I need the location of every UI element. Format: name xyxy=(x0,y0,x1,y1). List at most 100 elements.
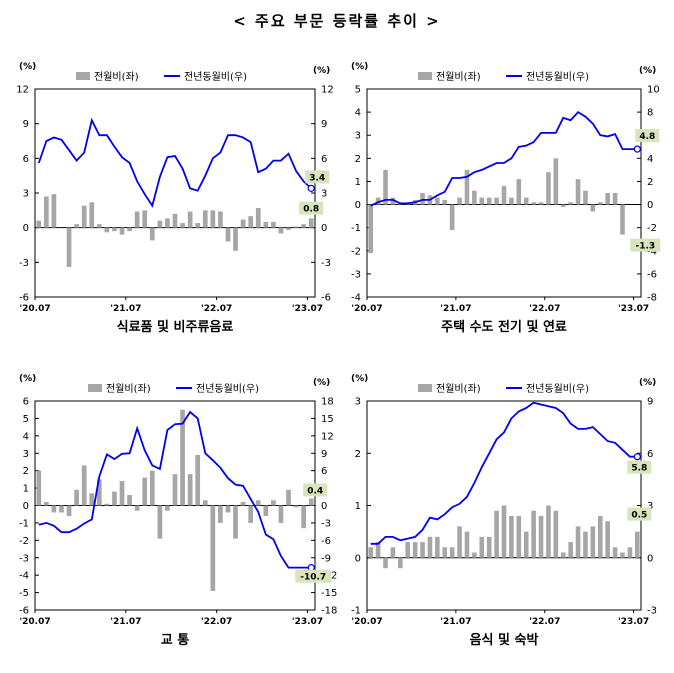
bar-mom xyxy=(531,202,536,205)
bar-mom xyxy=(293,505,299,508)
legend-bar-label: 전월비(좌) xyxy=(436,71,481,83)
bar-mom xyxy=(501,505,507,558)
bar-mom xyxy=(44,196,49,228)
x-tick-label: '20.07 xyxy=(351,617,382,627)
bar-mom xyxy=(278,227,284,234)
left-unit-label: (%) xyxy=(19,62,36,72)
bar-mom xyxy=(210,505,216,591)
bar-mom xyxy=(180,409,185,506)
bar-mom xyxy=(89,493,95,506)
right-tick-label: 9 xyxy=(321,119,327,130)
left-tick-label: 3 xyxy=(23,449,29,460)
bar-mom xyxy=(583,531,588,558)
left-tick-label: 3 xyxy=(355,397,361,408)
legend-bar-swatch xyxy=(76,72,90,80)
right-tick-label: 12 xyxy=(321,85,334,96)
bar-mom xyxy=(390,197,396,205)
bar-mom xyxy=(612,547,618,558)
bar-mom xyxy=(420,193,425,205)
bar-mom xyxy=(635,531,640,558)
bar-mom xyxy=(501,186,507,205)
left-tick-label: 1 xyxy=(23,484,29,495)
bar-mom xyxy=(66,505,72,516)
bar-mom xyxy=(66,227,72,267)
bar-mom xyxy=(479,536,485,558)
bar-mom xyxy=(271,221,276,228)
bar-mom xyxy=(180,223,185,228)
bar-mom xyxy=(225,505,231,513)
line-last-value-label-bg xyxy=(627,460,652,474)
bar-mom xyxy=(218,211,223,228)
bar-mom xyxy=(96,224,102,228)
right-tick-label: 6 xyxy=(647,449,653,460)
bar-mom xyxy=(449,204,455,230)
left-tick-label: -6 xyxy=(19,606,29,617)
bar-mom xyxy=(531,510,536,558)
line-yoy xyxy=(370,110,638,207)
right-tick-label: -6 xyxy=(321,293,331,304)
bar-mom xyxy=(202,500,208,506)
bar-mom xyxy=(457,526,462,558)
legend-bar-label: 전월비(좌) xyxy=(106,383,151,395)
bar-mom xyxy=(255,208,261,228)
bar-mom xyxy=(398,557,403,569)
legend-bar-label: 전월비(좌) xyxy=(436,383,481,395)
bar-mom xyxy=(472,190,477,205)
left-tick-label: 3 xyxy=(355,131,361,142)
bar-mom xyxy=(420,542,425,558)
left-tick-label: 2 xyxy=(355,449,361,460)
x-tick-label: '21.07 xyxy=(110,617,141,627)
bar-mom xyxy=(516,515,522,558)
line-yoy xyxy=(38,410,312,569)
bar-mom xyxy=(538,202,544,205)
right-tick-label: 4 xyxy=(647,154,653,165)
bar-mom xyxy=(74,224,79,228)
bar-mom xyxy=(112,491,117,506)
bar-mom xyxy=(44,502,49,506)
bar-mom xyxy=(149,470,155,506)
bar-mom xyxy=(442,199,448,205)
bar-mom xyxy=(119,481,125,506)
left-tick-label: 6 xyxy=(23,397,29,408)
right-unit-label: (%) xyxy=(313,378,330,388)
x-tick-label: '23.07 xyxy=(292,617,323,627)
bar-mom xyxy=(59,505,64,513)
bar-mom xyxy=(127,227,132,232)
bar-mom xyxy=(218,505,223,523)
right-tick-label: 6 xyxy=(321,154,327,165)
bar-mom xyxy=(104,227,110,233)
right-tick-label: -3 xyxy=(321,518,331,529)
left-tick-label: 2 xyxy=(355,154,361,165)
bar-mom xyxy=(142,210,148,228)
bar-mom xyxy=(442,547,448,558)
legend-line-label: 전년동월비(우) xyxy=(526,71,589,83)
bar-mom xyxy=(112,227,117,232)
line-yoy xyxy=(370,401,638,545)
x-tick-label: '22.07 xyxy=(201,617,232,627)
left-tick-label: 0 xyxy=(355,553,361,564)
bar-mom xyxy=(427,536,433,558)
left-tick-label: -2 xyxy=(19,536,29,547)
bar-mom xyxy=(286,227,291,230)
bar-mom xyxy=(172,474,178,506)
bar-mom xyxy=(149,227,155,241)
left-tick-label: 4 xyxy=(355,108,361,119)
left-tick-label: 9 xyxy=(23,119,29,130)
bar-mom xyxy=(375,542,381,558)
line-last-value-label-bg xyxy=(635,129,660,143)
right-tick-label: -6 xyxy=(647,269,657,280)
right-tick-label: 6 xyxy=(321,466,327,477)
right-tick-label: 18 xyxy=(321,397,334,408)
bar-mom xyxy=(248,505,254,523)
bar-mom xyxy=(597,515,603,558)
bar-mom xyxy=(142,477,148,506)
bar-mom xyxy=(165,505,170,511)
bar-mom xyxy=(568,542,573,558)
x-tick-label: '20.07 xyxy=(351,304,382,314)
x-tick-label: '22.07 xyxy=(529,304,560,314)
bar-mom xyxy=(308,218,314,228)
bar-mom xyxy=(620,204,625,235)
bar-mom xyxy=(546,505,551,558)
bar-mom xyxy=(486,197,492,205)
